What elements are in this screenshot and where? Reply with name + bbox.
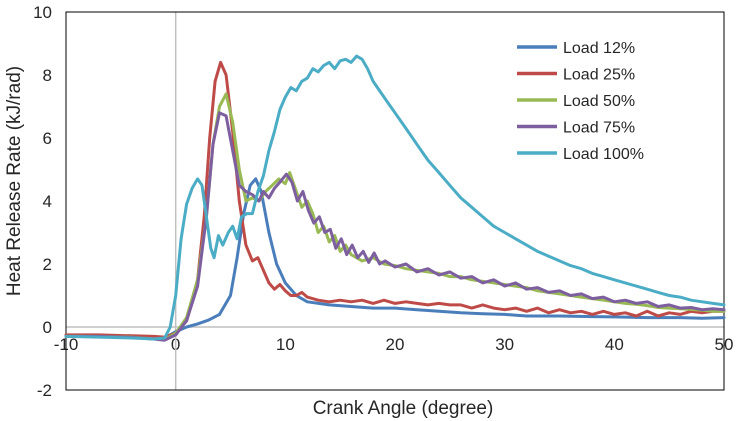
x-axis-title: Crank Angle (degree) [313,398,494,419]
y-tick-label: 0 [43,318,52,337]
series-lines [64,54,726,342]
y-tick-label: 4 [43,192,52,211]
y-axis-ticks: -2 0 2 4 6 8 10 [33,3,52,400]
legend: Load 12% Load 25% Load 50% Load 75% Load 100… [517,40,644,163]
series-line [64,54,726,341]
series-line [64,92,726,342]
x-tick-label: 10 [276,335,295,354]
x-tick-label: 30 [495,335,514,354]
legend-label: Load 12% [563,40,635,57]
x-tick-label: 20 [386,335,405,354]
legend-label: Load 50% [563,93,635,110]
series-line [64,60,726,339]
y-tick-label: 6 [43,129,52,148]
legend-label: Load 75% [563,120,635,137]
y-tick-label: 8 [43,66,52,85]
y-tick-label: 2 [43,255,52,274]
legend-label: Load 100% [563,146,644,163]
y-tick-label: -2 [37,381,52,400]
plot-area-frame [65,11,725,391]
legend-label: Load 25% [563,67,635,84]
y-axis-title: Heat Release Rate (kJ/rad) [4,66,25,296]
series-line [64,177,726,341]
x-axis-ticks: -1001020304050 [54,335,734,354]
series-line [64,111,726,342]
y-tick-label: 10 [33,3,52,22]
x-tick-label: 40 [605,335,624,354]
